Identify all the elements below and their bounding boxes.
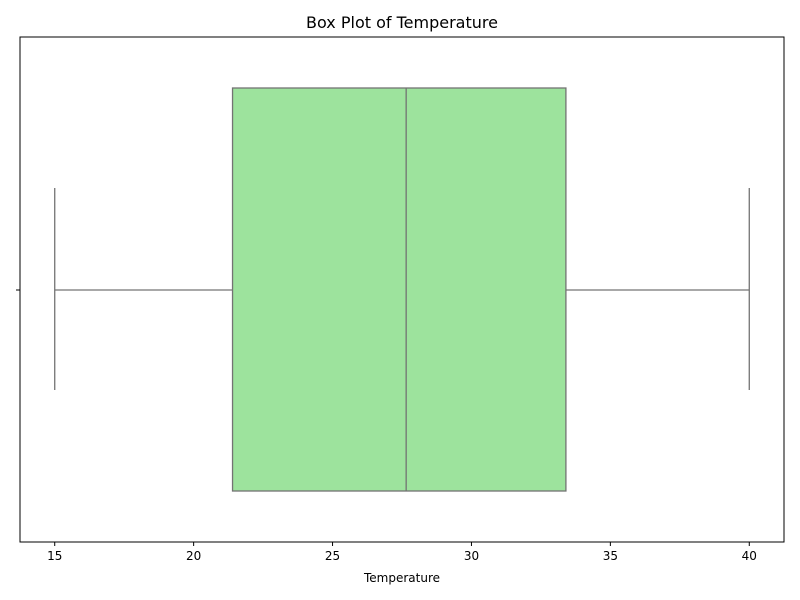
x-axis-tick-label-40: 40 — [742, 549, 757, 563]
x-axis-tick-label-15: 15 — [47, 549, 62, 563]
x-axis-tick-label-30: 30 — [464, 549, 479, 563]
x-axis-tick-label-20: 20 — [186, 549, 201, 563]
x-axis-tick-label-25: 25 — [325, 549, 340, 563]
x-axis-ticks: 15 20 25 30 35 40 — [47, 542, 757, 563]
temperature-box-plot — [54, 87, 750, 492]
x-axis-tick-label-35: 35 — [603, 549, 618, 563]
interquartile-box — [231, 87, 567, 492]
chart-title: Box Plot of Temperature — [306, 13, 498, 32]
x-axis-label: Temperature — [363, 571, 440, 585]
